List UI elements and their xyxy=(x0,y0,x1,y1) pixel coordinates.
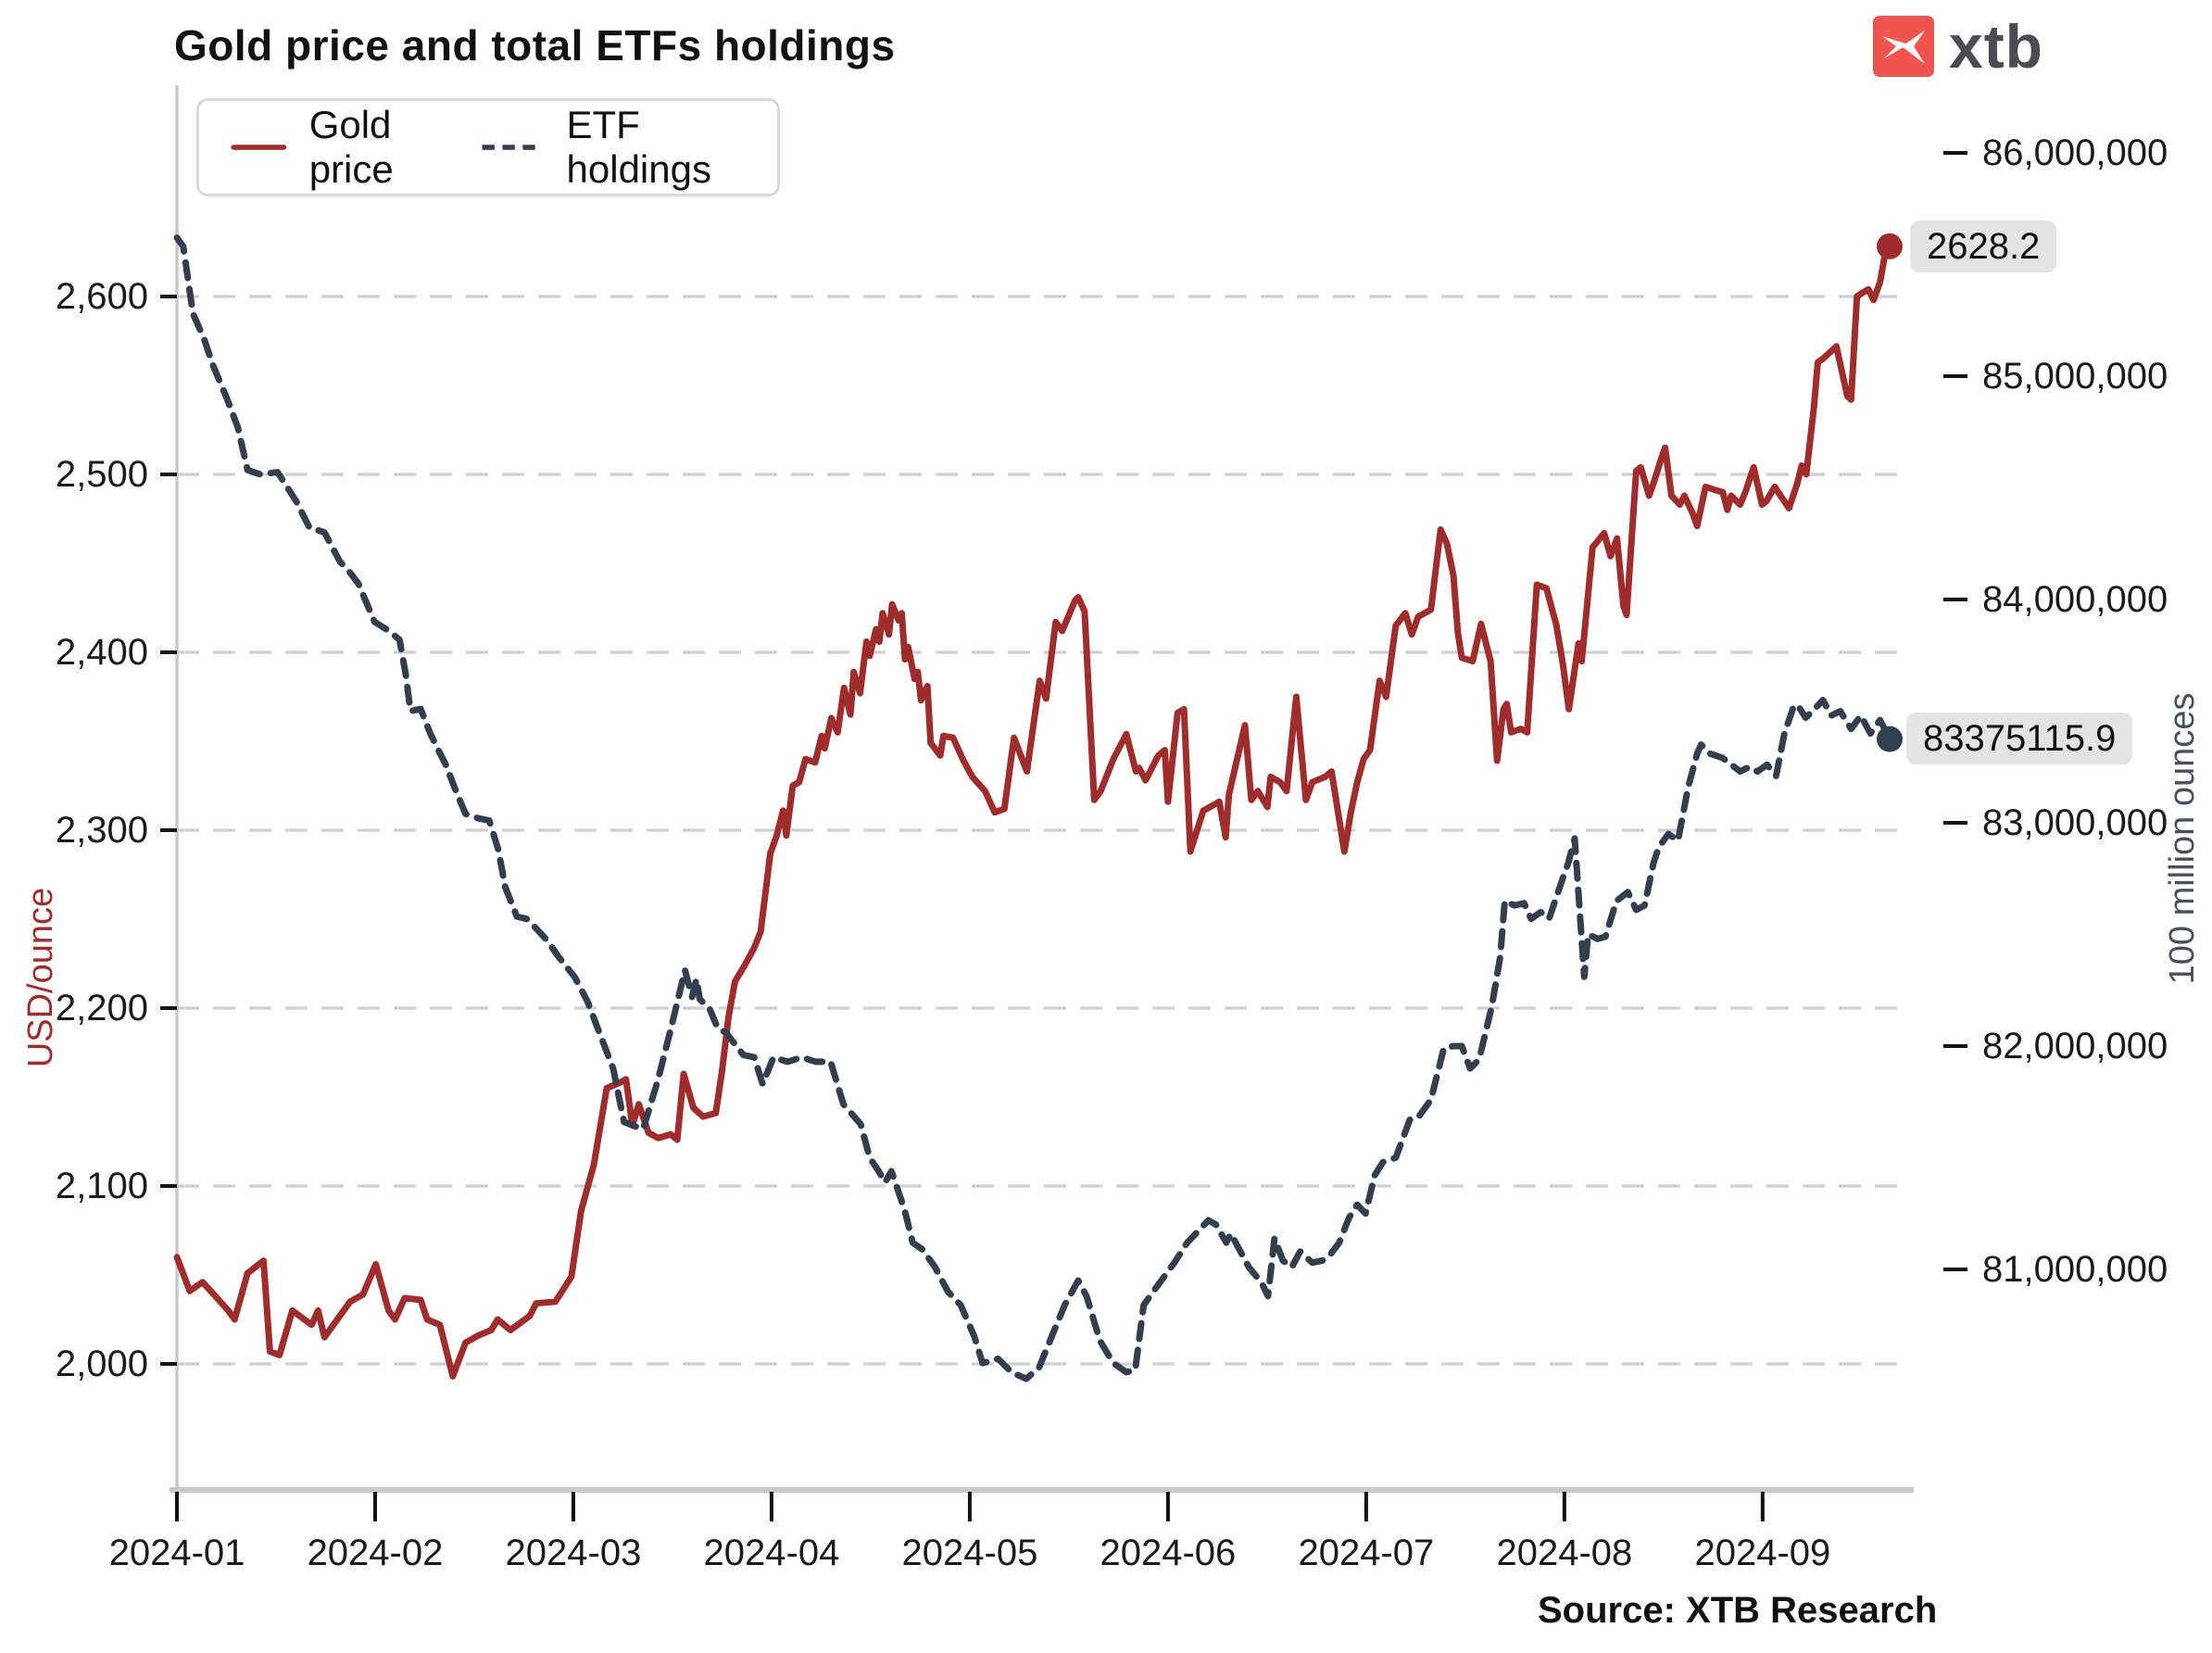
right-axis-tick-label: 82,000,000 xyxy=(1982,1026,2168,1066)
right-axis-tick-label: 85,000,000 xyxy=(1982,356,2168,397)
left-axis-tick-label: 2,500 xyxy=(55,454,148,495)
xtb-logo: xtb xyxy=(1871,11,2043,82)
xtb-logo-icon xyxy=(1873,16,1934,77)
x-axis-tick-label: 2024-02 xyxy=(307,1533,444,1573)
x-axis-tick-label: 2024-01 xyxy=(108,1533,245,1573)
legend-item-etf-holdings[interactable]: ETF holdings xyxy=(481,101,746,194)
left-axis-tick-label: 2,100 xyxy=(55,1166,148,1206)
gold-line-swatch-icon xyxy=(231,145,287,150)
etf-holdings-end-label: 83375115.9 xyxy=(1906,713,2133,764)
x-axis-tick-label: 2024-09 xyxy=(1694,1533,1831,1573)
left-axis-tick-label: 2,200 xyxy=(55,988,148,1028)
gold-price-end-label: 2628.2 xyxy=(1910,221,2057,272)
x-axis-tick-label: 2024-07 xyxy=(1298,1533,1435,1573)
gold-price-line[interactable] xyxy=(173,243,1893,1380)
etf-holdings-line[interactable] xyxy=(173,234,1893,1382)
x-axis-tick-label: 2024-03 xyxy=(505,1533,642,1573)
legend-label-gold-price: Gold price xyxy=(308,103,394,191)
x-axis-tick-label: 2024-04 xyxy=(703,1533,840,1573)
right-axis-tick-label: 84,000,000 xyxy=(1982,579,2168,620)
gold-price-end-dot xyxy=(1876,233,1903,259)
left-axis-tick-label: 2,400 xyxy=(55,632,148,673)
etf-line-swatch-icon xyxy=(482,145,543,150)
chart-legend: Gold price ETF holdings xyxy=(196,98,780,196)
legend-item-gold-price[interactable]: Gold price xyxy=(231,101,447,194)
xtb-logo-text: xtb xyxy=(1949,12,2043,81)
right-axis-tick-label: 86,000,000 xyxy=(1982,132,2168,173)
left-axis-tick-label: 2,600 xyxy=(55,276,148,317)
right-axis-tick-label: 83,000,000 xyxy=(1982,802,2168,843)
legend-label-etf-holdings: ETF holdings xyxy=(566,103,711,191)
x-axis-tick-label: 2024-05 xyxy=(901,1533,1038,1573)
left-axis-tick-label: 2,300 xyxy=(55,810,148,851)
page-title: Gold price and total ETFs holdings xyxy=(174,21,896,69)
etf-holdings-end-dot xyxy=(1876,726,1903,752)
right-axis-tick-label: 81,000,000 xyxy=(1982,1249,2168,1290)
x-axis-tick-label: 2024-08 xyxy=(1496,1533,1633,1573)
source-note: Source: XTB Research xyxy=(1538,1590,1938,1631)
left-axis-tick-label: 2,000 xyxy=(55,1344,148,1384)
x-axis-tick-label: 2024-06 xyxy=(1100,1533,1237,1573)
